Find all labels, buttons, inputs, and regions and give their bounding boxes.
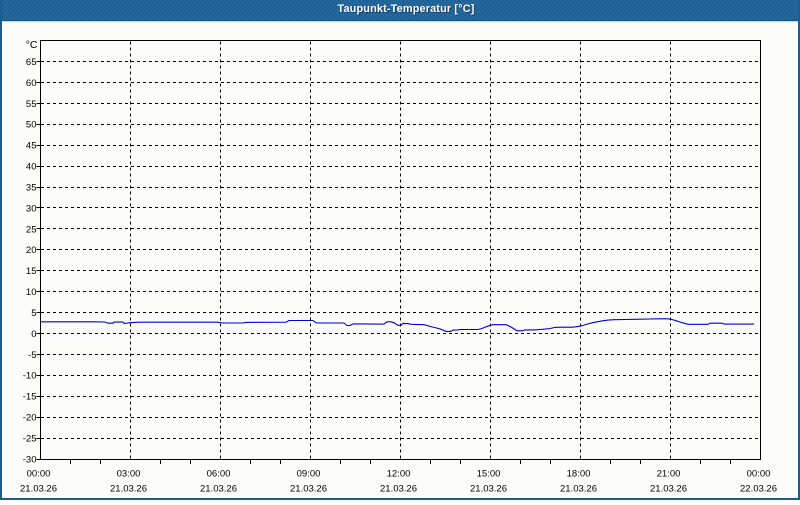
svg-text:21:00: 21:00 — [657, 469, 681, 480]
svg-text:-25: -25 — [23, 434, 37, 445]
svg-text:21.03.26: 21.03.26 — [20, 483, 57, 494]
svg-text:-5: -5 — [28, 350, 36, 361]
svg-text:15: 15 — [26, 266, 37, 277]
svg-text:00:00: 00:00 — [27, 469, 51, 480]
svg-text:22.03.26: 22.03.26 — [740, 483, 777, 494]
svg-text:25: 25 — [26, 224, 37, 235]
svg-text:12:00: 12:00 — [387, 469, 411, 480]
svg-text:5: 5 — [31, 308, 36, 319]
svg-text:21.03.26: 21.03.26 — [380, 483, 417, 494]
svg-text:21.03.26: 21.03.26 — [470, 483, 507, 494]
svg-text:-20: -20 — [23, 413, 37, 424]
svg-text:21.03.26: 21.03.26 — [110, 483, 147, 494]
svg-text:40: 40 — [26, 162, 37, 173]
svg-text:21.03.26: 21.03.26 — [560, 483, 597, 494]
svg-text:35: 35 — [26, 182, 37, 193]
svg-text:15:00: 15:00 — [477, 469, 501, 480]
svg-text:00:00: 00:00 — [747, 469, 771, 480]
svg-text:0: 0 — [31, 329, 36, 340]
svg-text:09:00: 09:00 — [297, 469, 321, 480]
svg-text:06:00: 06:00 — [207, 469, 231, 480]
svg-text:20: 20 — [26, 245, 37, 256]
svg-text:21.03.26: 21.03.26 — [200, 483, 237, 494]
svg-text:03:00: 03:00 — [117, 469, 141, 480]
svg-text:45: 45 — [26, 141, 37, 152]
svg-text:60: 60 — [26, 78, 37, 89]
svg-text:55: 55 — [26, 99, 37, 110]
svg-text:-15: -15 — [23, 392, 37, 403]
svg-text:21.03.26: 21.03.26 — [650, 483, 687, 494]
svg-text:65: 65 — [26, 57, 37, 68]
svg-text:50: 50 — [26, 120, 37, 131]
svg-text:-30: -30 — [23, 454, 37, 465]
svg-text:30: 30 — [26, 203, 37, 214]
svg-text:°C: °C — [26, 39, 38, 51]
svg-text:10: 10 — [26, 287, 37, 298]
svg-text:18:00: 18:00 — [567, 469, 591, 480]
svg-text:-10: -10 — [23, 371, 37, 382]
svg-text:21.03.26: 21.03.26 — [290, 483, 327, 494]
